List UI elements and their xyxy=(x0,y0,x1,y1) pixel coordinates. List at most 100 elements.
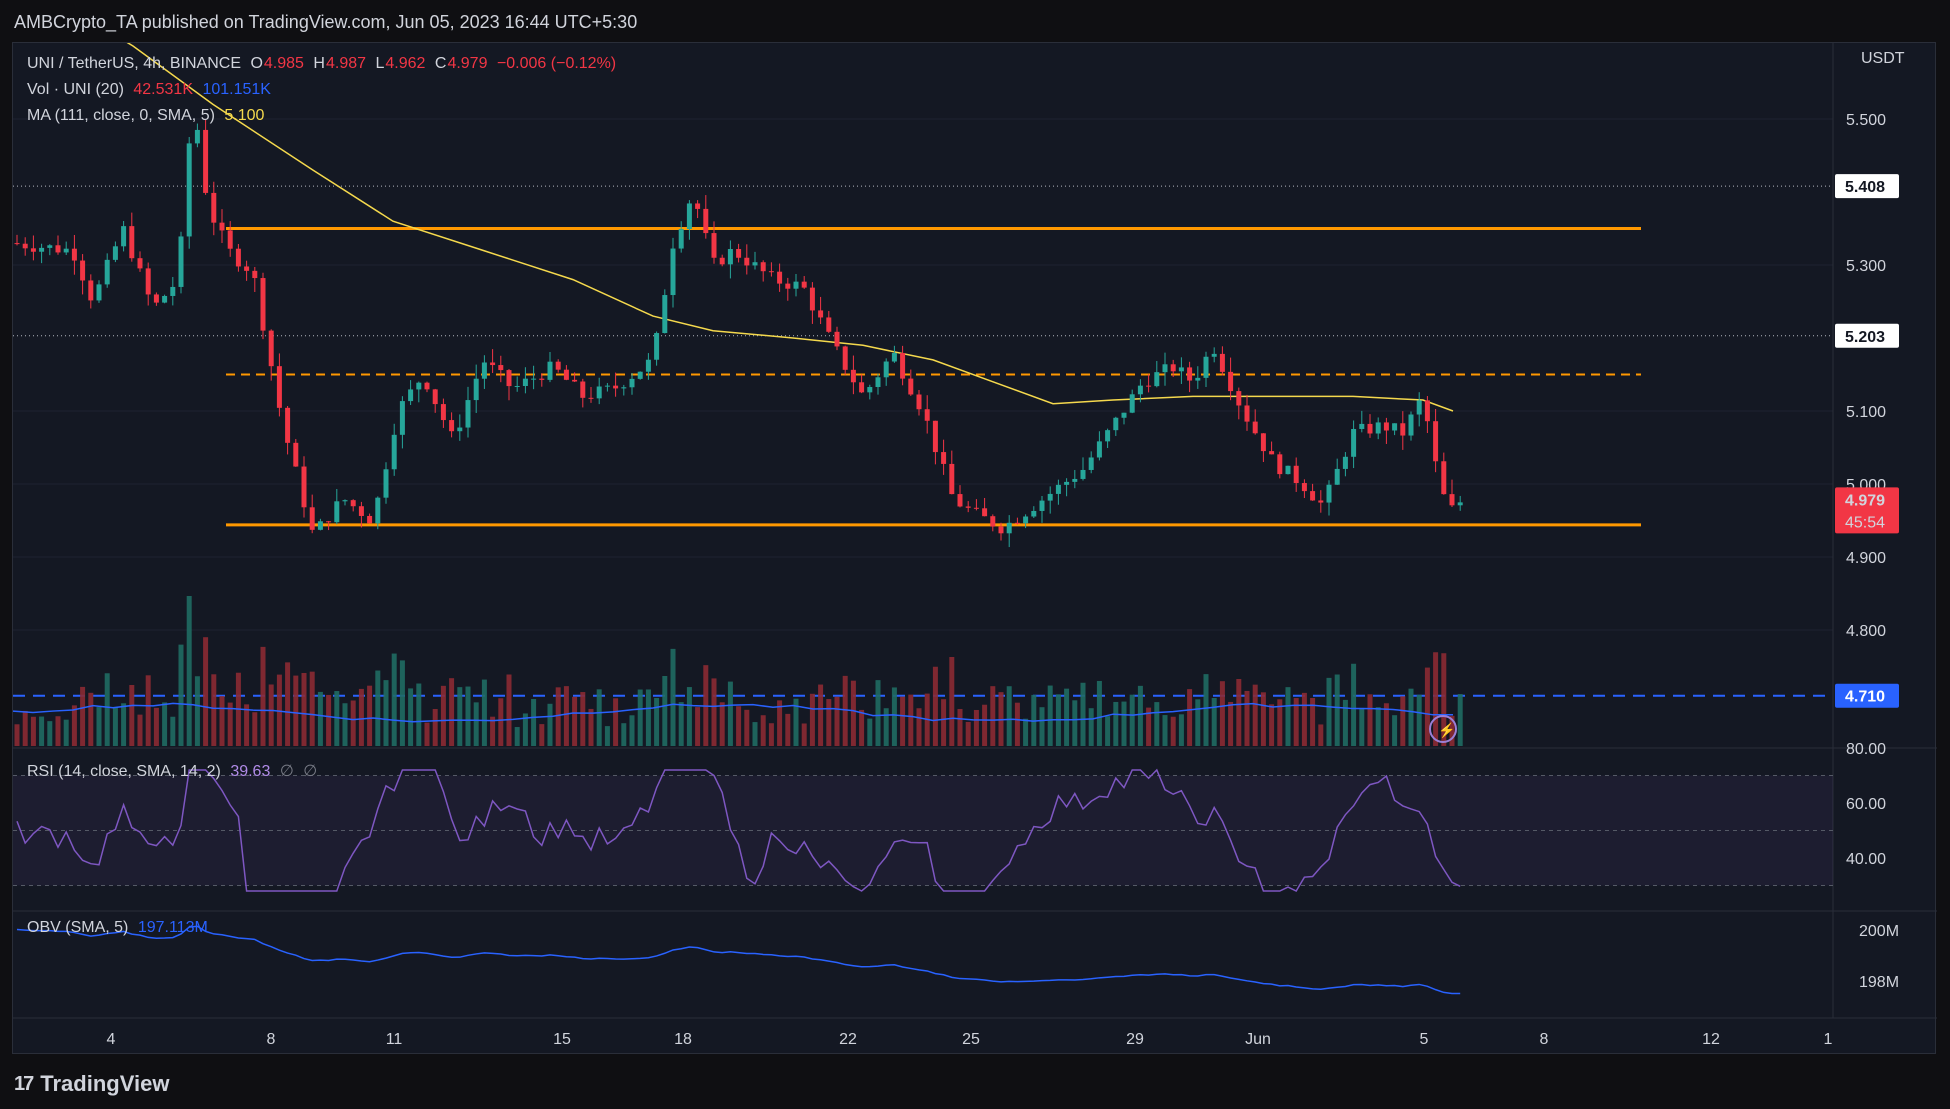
level-mid-tag: 5.203 xyxy=(1845,329,1885,346)
volume-bar xyxy=(1228,701,1234,746)
level-high-tag-bg xyxy=(1835,174,1899,199)
publish-title: AMBCrypto_TA published on TradingView.co… xyxy=(14,12,638,32)
volume-bar xyxy=(1154,702,1160,746)
candle-body xyxy=(1326,484,1332,503)
candle-body xyxy=(424,382,430,390)
candle-body xyxy=(276,366,282,408)
volume-bar xyxy=(670,648,676,746)
candle-body xyxy=(654,333,660,360)
candle-body xyxy=(1195,377,1201,381)
candle-body xyxy=(588,397,594,399)
candle-body xyxy=(1359,423,1365,429)
obv-legend[interactable]: OBV (SMA, 5) 197.113M xyxy=(27,919,213,937)
candle-body xyxy=(490,362,496,366)
time-tick: 22 xyxy=(839,1031,857,1048)
volume-bar xyxy=(1121,701,1127,746)
volume-bar xyxy=(547,703,553,746)
volume-bar xyxy=(317,691,323,746)
candle-body xyxy=(170,286,176,296)
change-value: −0.006 (−0.12%) xyxy=(496,55,617,72)
volume-bar xyxy=(1236,678,1242,746)
volume-bar xyxy=(539,724,545,746)
candle-body xyxy=(1146,385,1152,387)
candle-body xyxy=(900,352,906,379)
candle-body xyxy=(1129,394,1135,413)
candle-body xyxy=(990,516,996,527)
volume-bar xyxy=(842,675,848,746)
candle-body xyxy=(47,245,53,248)
volume-bar xyxy=(637,689,643,746)
candle-body xyxy=(752,262,758,266)
candle-body xyxy=(1031,510,1037,517)
volume-bar xyxy=(654,697,660,746)
volume-bar xyxy=(941,699,947,746)
volume-bar xyxy=(449,678,455,746)
volume-bar xyxy=(1014,702,1020,746)
volume-bar xyxy=(793,698,799,746)
volume-bar xyxy=(678,702,684,746)
volume-bar xyxy=(203,637,209,746)
rsi-tick: 60.00 xyxy=(1846,796,1886,813)
volume-bar xyxy=(1211,698,1217,746)
rsi-band xyxy=(13,775,1833,886)
candle-body xyxy=(1351,428,1357,457)
candlestick-chart[interactable]: USDT5.5005.3005.1005.0004.9004.80080.006… xyxy=(13,43,1937,1055)
rsi-tick: 80.00 xyxy=(1846,741,1886,758)
candle-body xyxy=(285,407,291,443)
candle-body xyxy=(88,280,94,301)
volume-bar xyxy=(555,687,561,746)
price-tick: 4.800 xyxy=(1846,623,1886,640)
volume-bar xyxy=(1072,700,1078,746)
volume-value: 42.531K xyxy=(133,81,193,98)
volume-bar xyxy=(1326,677,1332,746)
candle-body xyxy=(1408,414,1414,436)
volume-bar xyxy=(916,708,922,746)
rsi-legend[interactable]: RSI (14, close, SMA, 14, 2) 39.63 ∅ ∅ xyxy=(27,761,322,781)
candle-body xyxy=(449,420,455,432)
volume-bar xyxy=(1400,696,1406,746)
candle-body xyxy=(186,143,192,237)
volume-bar xyxy=(1244,690,1250,746)
volume-legend[interactable]: Vol · UNI (20) 42.531K 101.151K xyxy=(27,81,276,99)
tradingview-footer[interactable]: 17 TradingView xyxy=(14,1069,169,1099)
volume-bar xyxy=(1129,694,1135,746)
candle-body xyxy=(235,248,241,267)
candle-body xyxy=(949,463,955,495)
volume-bar xyxy=(572,696,578,746)
candle-body xyxy=(801,281,807,288)
ma-label: MA (111, close, 0, SMA, 5) xyxy=(27,107,215,124)
symbol-legend[interactable]: UNI / TetherUS, 4h, BINANCE O4.985 H4.98… xyxy=(27,55,621,73)
rsi-label: RSI (14, close, SMA, 14, 2) xyxy=(27,763,221,780)
candle-body xyxy=(39,247,45,252)
candle-body xyxy=(1269,451,1275,455)
candle-body xyxy=(227,230,233,249)
volume-bar xyxy=(490,716,496,746)
volume-bar xyxy=(1023,718,1029,746)
publish-header: AMBCrypto_TA published on TradingView.co… xyxy=(0,0,1950,44)
ma-legend[interactable]: MA (111, close, 0, SMA, 5) 5.100 xyxy=(27,107,269,125)
candle-body xyxy=(621,387,627,389)
volume-bar xyxy=(457,687,463,746)
candle-body xyxy=(957,494,963,507)
volume-bar xyxy=(1088,708,1094,746)
volume-bar xyxy=(563,686,569,746)
volume-bar xyxy=(244,704,250,746)
volume-bar xyxy=(522,713,528,746)
volume-bar xyxy=(1203,674,1209,746)
chart-frame[interactable]: USDT 5.500 5.300 5.100 5.000 4.900 4.800 80.00 6… xyxy=(12,42,1937,1055)
candle-body xyxy=(1383,422,1389,431)
candle-body xyxy=(162,295,168,303)
candle-body xyxy=(71,248,77,261)
candle-body xyxy=(596,386,602,399)
volume-bar xyxy=(30,716,36,746)
candle-body xyxy=(695,203,701,209)
candle-body xyxy=(1318,500,1324,503)
candle-body xyxy=(613,385,619,389)
candle-body xyxy=(1301,483,1307,492)
volume-bar xyxy=(514,727,520,746)
volume-bar xyxy=(883,708,889,746)
candle-body xyxy=(1162,364,1168,373)
candle-body xyxy=(1064,481,1070,485)
volume-bar xyxy=(424,722,430,746)
candle-body xyxy=(1187,367,1193,381)
